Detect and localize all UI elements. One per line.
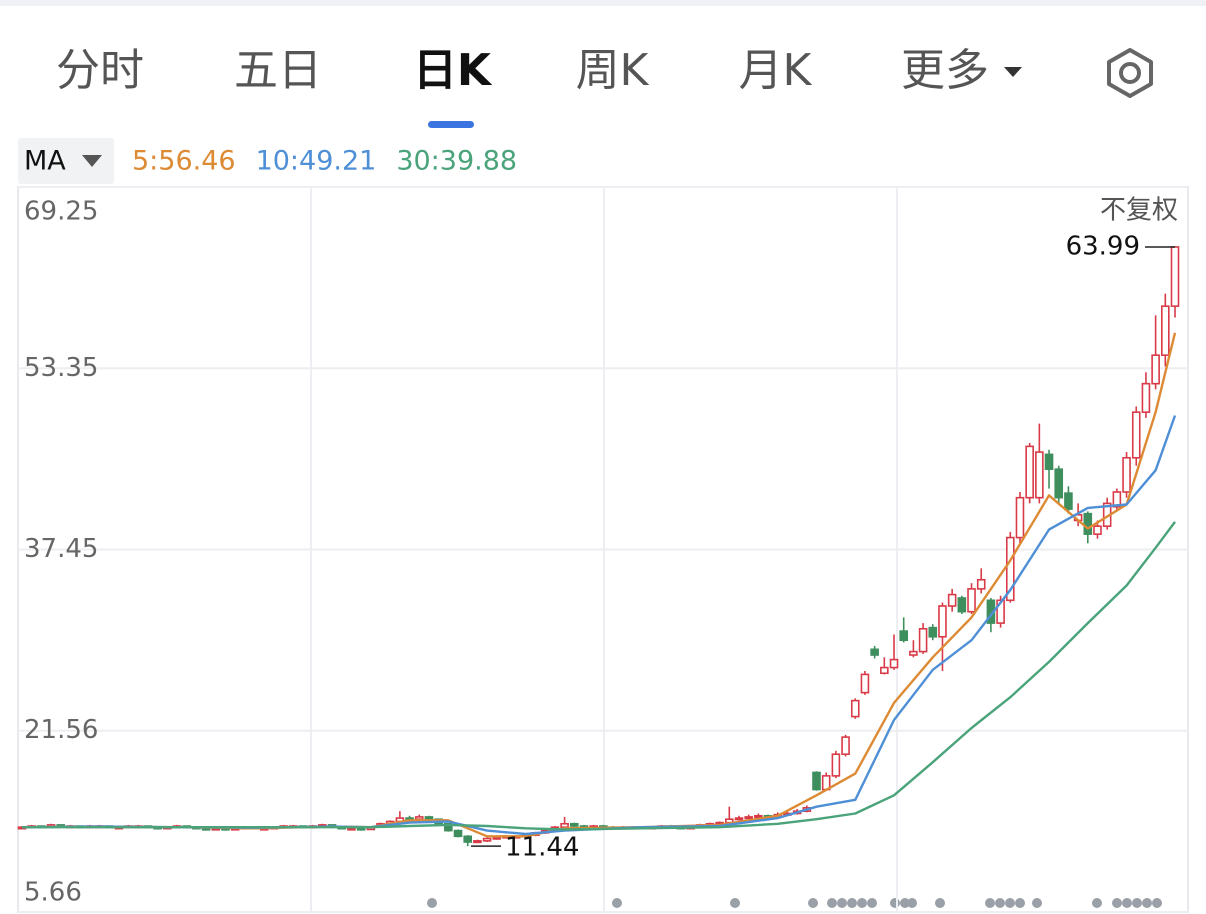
candle-body xyxy=(850,699,860,718)
candle-body xyxy=(424,816,434,820)
active-tab-indicator xyxy=(428,121,474,128)
candle-body xyxy=(938,605,947,638)
candle-body xyxy=(1044,453,1054,470)
candle-body xyxy=(482,837,492,842)
legend-entry: 30:39.88 xyxy=(396,146,517,177)
y-tick-label: 69.25 xyxy=(24,197,98,227)
candle-body xyxy=(356,827,366,831)
candle-body xyxy=(1025,445,1034,499)
candle-body xyxy=(734,817,744,821)
candle-body xyxy=(453,829,463,838)
candle-body xyxy=(1093,525,1102,535)
candle-body xyxy=(1151,354,1160,385)
candle-body xyxy=(1064,492,1073,510)
ma-line xyxy=(21,415,1177,836)
ma-dropdown[interactable] xyxy=(18,138,114,184)
candle-body xyxy=(492,836,502,840)
ma-caret xyxy=(82,155,102,167)
candle-body xyxy=(996,599,1005,624)
candle-body xyxy=(347,827,356,831)
tab[interactable]: 日K xyxy=(413,45,493,96)
candle-body xyxy=(880,666,889,675)
tab[interactable]: 分时 xyxy=(56,45,144,96)
candle-body xyxy=(1005,536,1015,602)
candle-body xyxy=(569,822,579,827)
more-caret xyxy=(1004,67,1022,77)
candle-body xyxy=(1161,305,1170,356)
candle-body xyxy=(899,630,909,641)
candle-body xyxy=(1054,468,1064,499)
candle-body xyxy=(947,593,957,607)
candle-body xyxy=(928,626,938,638)
candle-body xyxy=(831,753,841,777)
y-tick-label: 21.56 xyxy=(24,715,98,745)
candle-body xyxy=(889,658,899,669)
settings-icon[interactable] xyxy=(1107,48,1153,98)
ma-line xyxy=(21,332,1177,838)
candle-body xyxy=(841,736,850,756)
candle-body xyxy=(560,822,569,828)
tab[interactable]: 周K xyxy=(576,45,650,96)
ma-label: MA xyxy=(24,146,66,177)
candle-body xyxy=(473,840,482,844)
legend-entry: 10:49.21 xyxy=(256,146,377,177)
candle-body xyxy=(414,816,424,820)
candle-body xyxy=(744,816,753,820)
candle-body xyxy=(918,627,928,653)
candle-body xyxy=(1035,451,1044,499)
candle-body xyxy=(1131,411,1141,459)
ma-line xyxy=(22,521,1176,831)
candle-body xyxy=(812,771,821,791)
event-markers xyxy=(427,898,1162,908)
candle-body xyxy=(860,673,870,694)
candle-body xyxy=(463,835,472,843)
tab[interactable]: 五日 xyxy=(234,45,322,96)
candle-body xyxy=(870,648,879,656)
low-label: 11.44 xyxy=(505,833,579,863)
y-tick-label: 37.45 xyxy=(24,534,98,564)
candle-body xyxy=(957,597,967,613)
candle-body xyxy=(976,578,986,590)
y-tick-label: 53.35 xyxy=(24,353,98,383)
candle-body xyxy=(1122,456,1131,493)
y-tick-label: 5.66 xyxy=(24,878,82,908)
candle-body xyxy=(1170,246,1180,307)
candle-body xyxy=(1112,491,1122,508)
candle-body xyxy=(1083,512,1093,535)
candle-body xyxy=(1141,382,1151,413)
tab[interactable]: 更多 xyxy=(901,45,989,96)
tab[interactable]: 月K xyxy=(739,45,813,96)
candle-body xyxy=(967,588,976,613)
candle-body xyxy=(1015,496,1025,539)
top-strip xyxy=(0,0,1206,6)
candle-body xyxy=(754,814,763,819)
high-label: 63.99 xyxy=(1066,231,1140,261)
candle-body xyxy=(909,650,918,656)
legend-entry: 5:56.46 xyxy=(132,146,236,177)
adjustment-label: 不复权 xyxy=(1100,196,1178,226)
